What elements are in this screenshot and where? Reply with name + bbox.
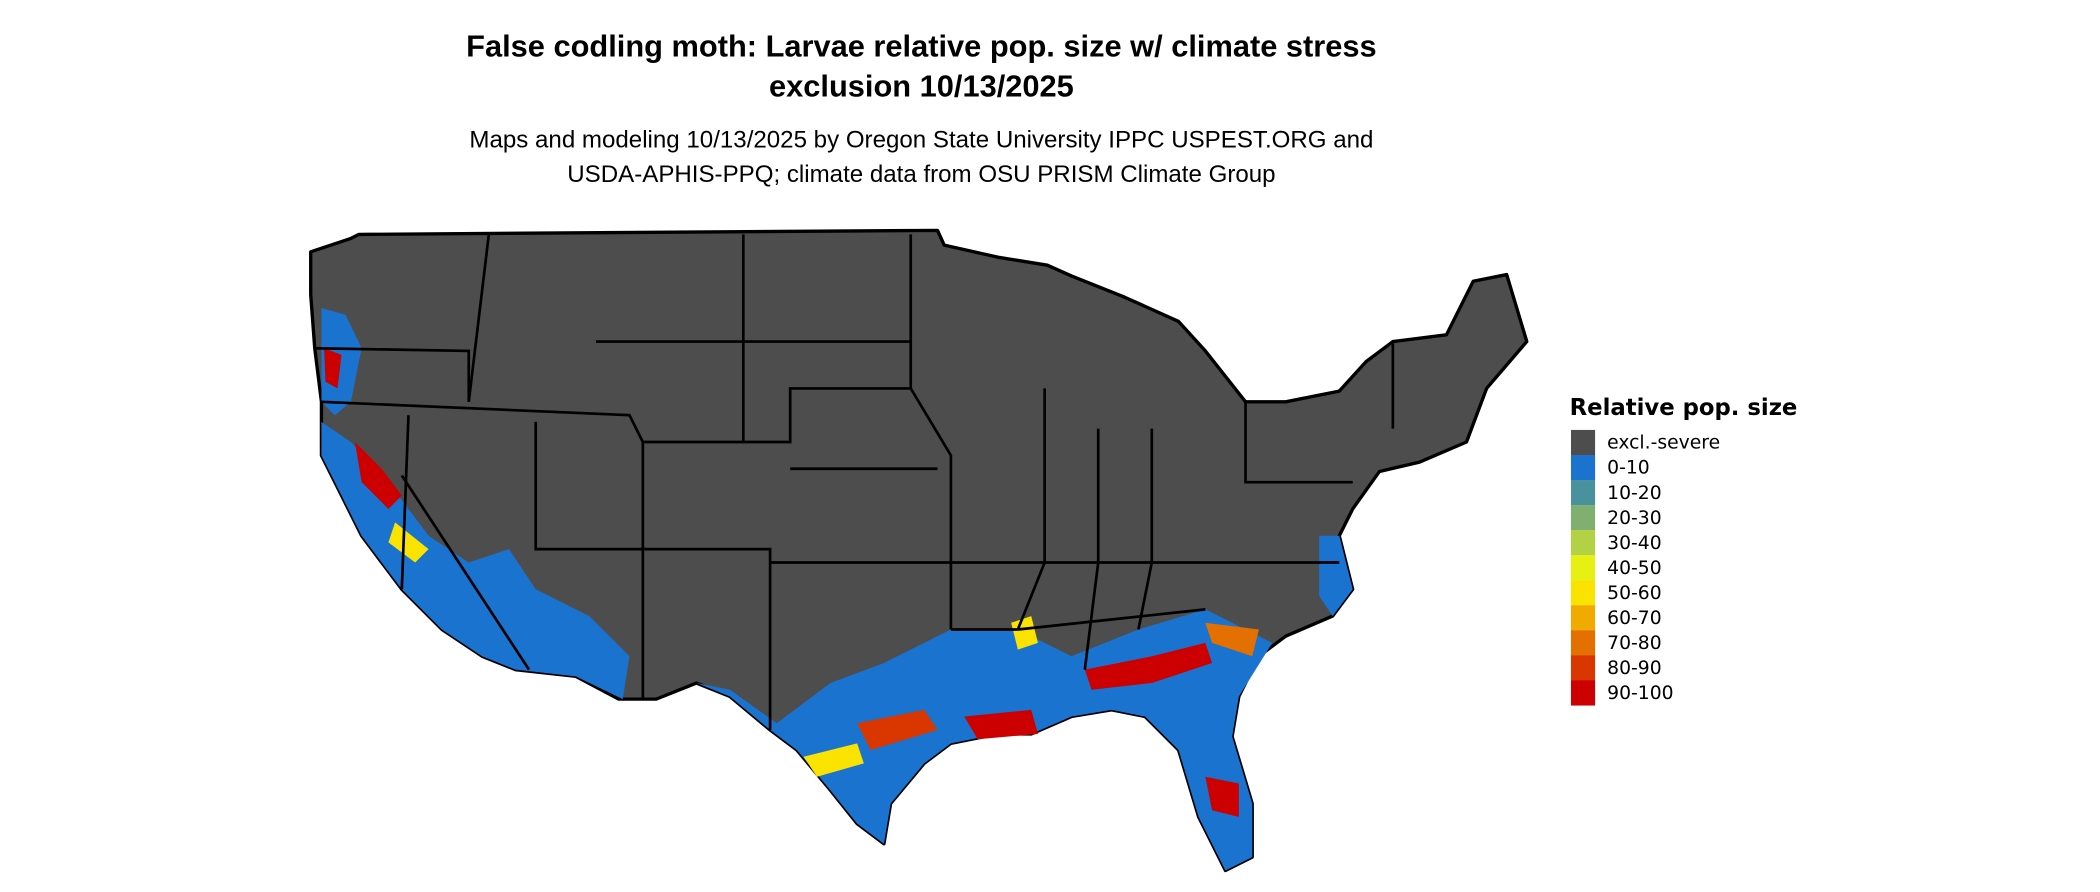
us-map (309, 228, 1529, 873)
legend-swatch (1570, 680, 1596, 706)
legend-swatch (1570, 530, 1596, 556)
map-title-line2: exclusion 10/13/2025 (769, 68, 1074, 103)
legend-label: 10-20 (1607, 483, 1661, 504)
legend-label: 80-90 (1607, 658, 1661, 679)
legend-label: 0-10 (1607, 458, 1650, 479)
legend: Relative pop. size excl.-severe 0-10 10-20… (1570, 395, 1798, 706)
legend-swatch (1570, 580, 1596, 606)
legend-swatch (1570, 480, 1596, 506)
map-subtitle-line1: Maps and modeling 10/13/2025 by Oregon S… (469, 126, 1373, 153)
legend-label: 60-70 (1607, 608, 1661, 629)
state-borders (314, 234, 1395, 730)
legend-swatch (1570, 454, 1596, 481)
map-subtitle-line2: USDA-APHIS-PPQ; climate data from OSU PR… (567, 161, 1275, 188)
legend-title: Relative pop. size (1570, 395, 1798, 421)
legend-swatch (1570, 655, 1596, 681)
us-outline (309, 228, 1529, 873)
legend-label: excl.-severe (1607, 433, 1720, 454)
legend-swatch (1570, 505, 1596, 531)
legend-swatch (1570, 630, 1596, 656)
zone-0-10-west (321, 308, 362, 416)
legend-label: 30-40 (1607, 533, 1661, 554)
map-title-line1: False codling moth: Larvae relative pop.… (466, 28, 1377, 63)
legend-label: 90-100 (1607, 683, 1673, 704)
legend-label: 20-30 (1607, 508, 1661, 529)
legend-label: 40-50 (1607, 558, 1661, 579)
legend-label: 70-80 (1607, 633, 1661, 654)
legend-label: 50-60 (1607, 583, 1661, 604)
zone-high-blobs (324, 348, 1259, 817)
legend-swatch (1570, 429, 1596, 456)
legend-swatch (1570, 555, 1596, 581)
zone-0-10-california (321, 421, 630, 700)
legend-swatch (1570, 605, 1596, 631)
